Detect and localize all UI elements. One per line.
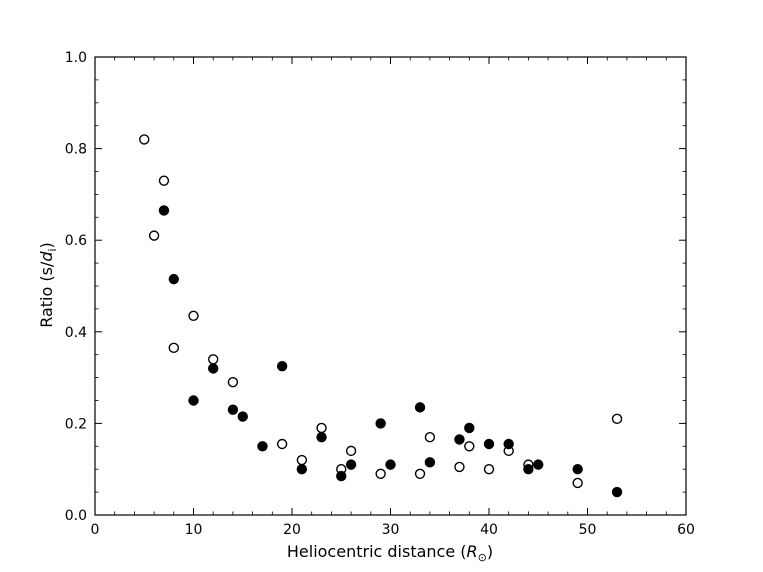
- data-point-filled: [227, 404, 239, 415]
- data-point-filled: [345, 459, 357, 470]
- data-point-filled: [464, 422, 475, 434]
- data-point-open: [316, 422, 327, 434]
- data-point-open: [139, 134, 150, 145]
- data-point-filled: [424, 457, 436, 468]
- data-point-open: [276, 438, 288, 450]
- data-point-open: [207, 354, 219, 365]
- data-point-filled: [276, 360, 288, 372]
- x-tick-label: 20: [283, 522, 301, 538]
- data-point-filled: [611, 486, 623, 498]
- data-point-open: [168, 342, 180, 354]
- data-point-filled: [168, 273, 180, 285]
- y-tick-label: 0.8: [65, 142, 87, 158]
- data-point-open: [345, 445, 357, 457]
- data-point-open: [572, 477, 583, 489]
- x-axis-label: Heliocentric distance (R⊙): [287, 542, 493, 564]
- y-tick-label: 1.0: [65, 50, 87, 66]
- data-point-open: [414, 468, 426, 479]
- data-point-open: [464, 441, 475, 452]
- data-point-filled: [503, 438, 514, 450]
- data-point-filled: [158, 205, 170, 216]
- data-point-filled: [454, 434, 465, 445]
- x-tick-label: 40: [480, 522, 498, 538]
- y-tick-label: 0.2: [65, 416, 87, 432]
- data-point-filled: [257, 441, 268, 452]
- data-point-filled: [188, 395, 199, 406]
- data-point-open: [148, 230, 160, 241]
- x-tick-label: 30: [382, 522, 400, 538]
- data-point-open: [296, 454, 308, 466]
- data-point-open: [227, 376, 239, 388]
- data-point-filled: [336, 470, 347, 482]
- data-point-open: [375, 468, 386, 479]
- data-point-filled: [533, 459, 544, 470]
- data-point-open: [188, 310, 199, 321]
- data-point-filled: [414, 402, 426, 413]
- data-point-open: [611, 413, 623, 425]
- data-point-filled: [316, 431, 327, 443]
- data-point-filled: [523, 464, 534, 475]
- plot-frame: [94, 56, 687, 516]
- data-point-filled: [207, 363, 219, 374]
- x-tick-label: 0: [91, 522, 100, 538]
- y-tick-label: 0.0: [65, 508, 87, 524]
- x-tick-label: 10: [185, 522, 203, 538]
- data-point-open: [424, 431, 436, 443]
- data-point-filled: [237, 411, 248, 422]
- data-point-filled: [385, 459, 396, 470]
- data-point-filled: [572, 464, 583, 475]
- data-point-filled: [483, 438, 495, 450]
- x-tick-label: 50: [579, 522, 597, 538]
- y-tick-label: 0.6: [65, 233, 87, 249]
- y-axis-label: Ratio (s/di): [37, 242, 59, 328]
- data-point-filled: [375, 418, 386, 429]
- data-point-open: [454, 461, 465, 473]
- x-tick-label: 60: [677, 522, 695, 538]
- y-tick-label: 0.4: [65, 325, 87, 341]
- data-point-filled: [296, 464, 308, 475]
- data-point-open: [483, 464, 495, 475]
- data-point-open: [158, 175, 170, 186]
